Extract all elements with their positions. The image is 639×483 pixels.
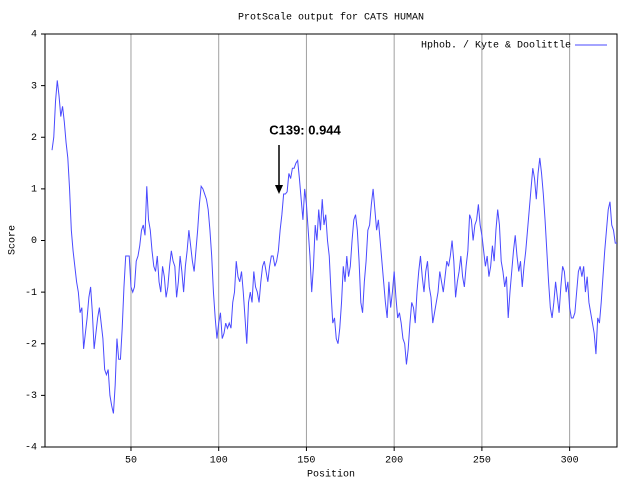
plot-frame [44,33,618,448]
y-tick-label: -3 [25,391,37,402]
annotation: C139: 0.944 [269,122,341,137]
y-tick-label: 4 [31,30,37,41]
legend-label: Hphob. / Kyte & Doolittle [421,40,571,52]
x-tick-label: 300 [561,456,579,467]
y-tick-label: 3 [31,81,37,92]
y-tick-label: 1 [31,185,37,196]
data-line [51,80,617,414]
y-axis-label: Score [8,225,19,255]
x-tick-label: 200 [385,456,403,467]
y-tick-label: -4 [25,443,37,454]
x-tick-label: 250 [473,456,491,467]
x-axis-label: Position [307,469,355,481]
x-tick-label: 50 [125,456,137,467]
y-tick-label: -1 [25,288,37,299]
y-tick-label: 0 [31,236,37,247]
x-tick-label: 150 [297,456,315,467]
annotation-arrowhead [275,185,283,194]
y-tick-label: 2 [31,133,37,144]
chart-title: ProtScale output for CATS HUMAN [238,12,424,24]
x-tick-label: 100 [210,456,228,467]
y-tick-label: -2 [25,339,37,350]
